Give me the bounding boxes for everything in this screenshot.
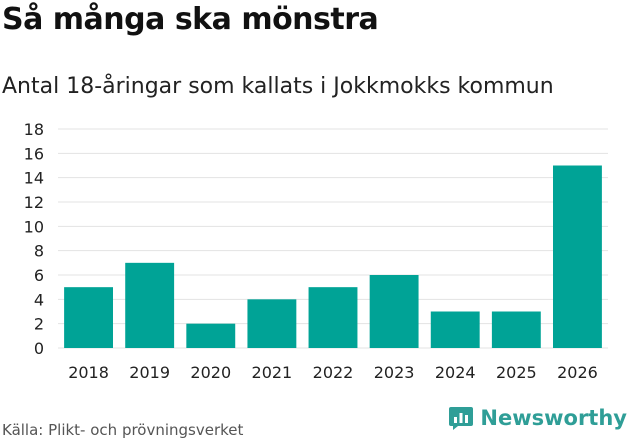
- x-tick-label: 2020: [190, 363, 231, 382]
- y-axis-tick-labels: 0 2 4 6 8 10 12 14 16 18: [24, 120, 44, 358]
- y-tick-label: 8: [34, 242, 44, 261]
- bar-2020: [186, 323, 236, 348]
- bar-2021: [247, 299, 297, 348]
- y-tick-label: 2: [34, 315, 44, 334]
- bar-2022: [308, 287, 358, 348]
- y-tick-label: 16: [24, 144, 44, 163]
- x-tick-label: 2025: [496, 363, 537, 382]
- bar-2024: [430, 311, 480, 348]
- chart-subtitle: Antal 18-åringar som kallats i Jokkmokks…: [2, 74, 554, 99]
- y-tick-label: 10: [24, 217, 44, 236]
- x-tick-label: 2021: [252, 363, 293, 382]
- brand-name: Newsworthy: [480, 406, 627, 430]
- y-tick-label: 0: [34, 339, 44, 358]
- x-tick-label: 2023: [374, 363, 415, 382]
- bar-2018: [64, 287, 113, 348]
- bar-2025: [491, 311, 541, 348]
- x-tick-label: 2026: [557, 363, 598, 382]
- source-note: Källa: Plikt- och prövningsverket: [2, 421, 244, 439]
- y-tick-label: 6: [34, 266, 44, 285]
- newsworthy-logo-icon: [449, 407, 474, 430]
- y-tick-label: 12: [24, 193, 44, 212]
- x-tick-label: 2019: [129, 363, 170, 382]
- y-tick-label: 18: [24, 120, 44, 139]
- x-axis-tick-labels: 2018 2019 2020 2021 2022 2023 2024 2025 2026: [68, 363, 598, 382]
- x-tick-label: 2024: [435, 363, 476, 382]
- bars: [64, 165, 602, 348]
- bar-2023: [369, 275, 419, 348]
- y-tick-label: 4: [34, 290, 44, 309]
- x-tick-label: 2022: [313, 363, 354, 382]
- x-tick-label: 2018: [68, 363, 109, 382]
- chart-title: Så många ska mönstra: [2, 2, 379, 37]
- bar-2026: [553, 165, 602, 348]
- bar-2019: [125, 262, 175, 348]
- y-tick-label: 14: [24, 169, 44, 188]
- brand: Newsworthy: [448, 405, 627, 431]
